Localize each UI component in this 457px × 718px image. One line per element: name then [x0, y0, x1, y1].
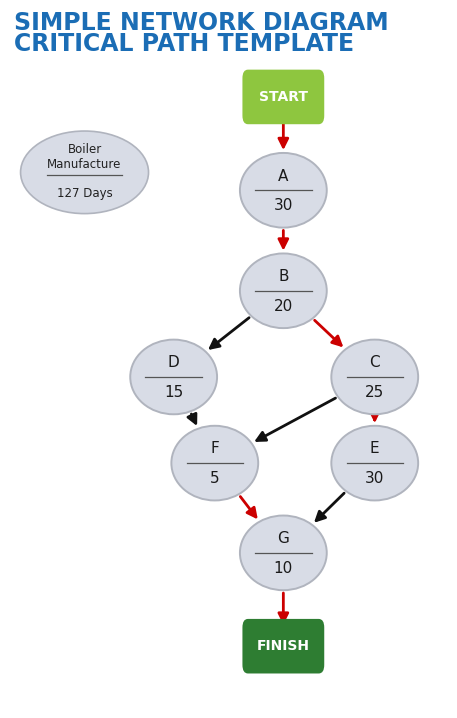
Text: E: E [370, 442, 380, 457]
Text: 25: 25 [365, 385, 384, 400]
Ellipse shape [171, 426, 258, 500]
Text: B: B [278, 269, 288, 284]
Ellipse shape [240, 153, 327, 228]
Ellipse shape [130, 340, 217, 414]
Ellipse shape [331, 340, 418, 414]
Text: FINISH: FINISH [257, 639, 310, 653]
Text: SIMPLE NETWORK DIAGRAM: SIMPLE NETWORK DIAGRAM [14, 11, 388, 34]
Text: 10: 10 [274, 561, 293, 576]
FancyBboxPatch shape [242, 70, 324, 124]
Text: Boiler
Manufacture: Boiler Manufacture [48, 143, 122, 170]
Text: 30: 30 [274, 198, 293, 213]
Ellipse shape [240, 516, 327, 590]
Text: 15: 15 [164, 385, 183, 400]
Text: G: G [277, 531, 289, 546]
Text: 127 Days: 127 Days [57, 187, 112, 200]
Text: 5: 5 [210, 471, 220, 486]
Ellipse shape [240, 253, 327, 328]
Text: C: C [369, 355, 380, 370]
Text: 30: 30 [365, 471, 384, 486]
Text: START: START [259, 90, 308, 104]
Ellipse shape [331, 426, 418, 500]
FancyBboxPatch shape [242, 619, 324, 673]
Text: D: D [168, 355, 180, 370]
Text: A: A [278, 169, 288, 184]
Text: F: F [210, 442, 219, 457]
Ellipse shape [21, 131, 149, 214]
Text: CRITICAL PATH TEMPLATE: CRITICAL PATH TEMPLATE [14, 32, 354, 56]
Text: 20: 20 [274, 299, 293, 314]
